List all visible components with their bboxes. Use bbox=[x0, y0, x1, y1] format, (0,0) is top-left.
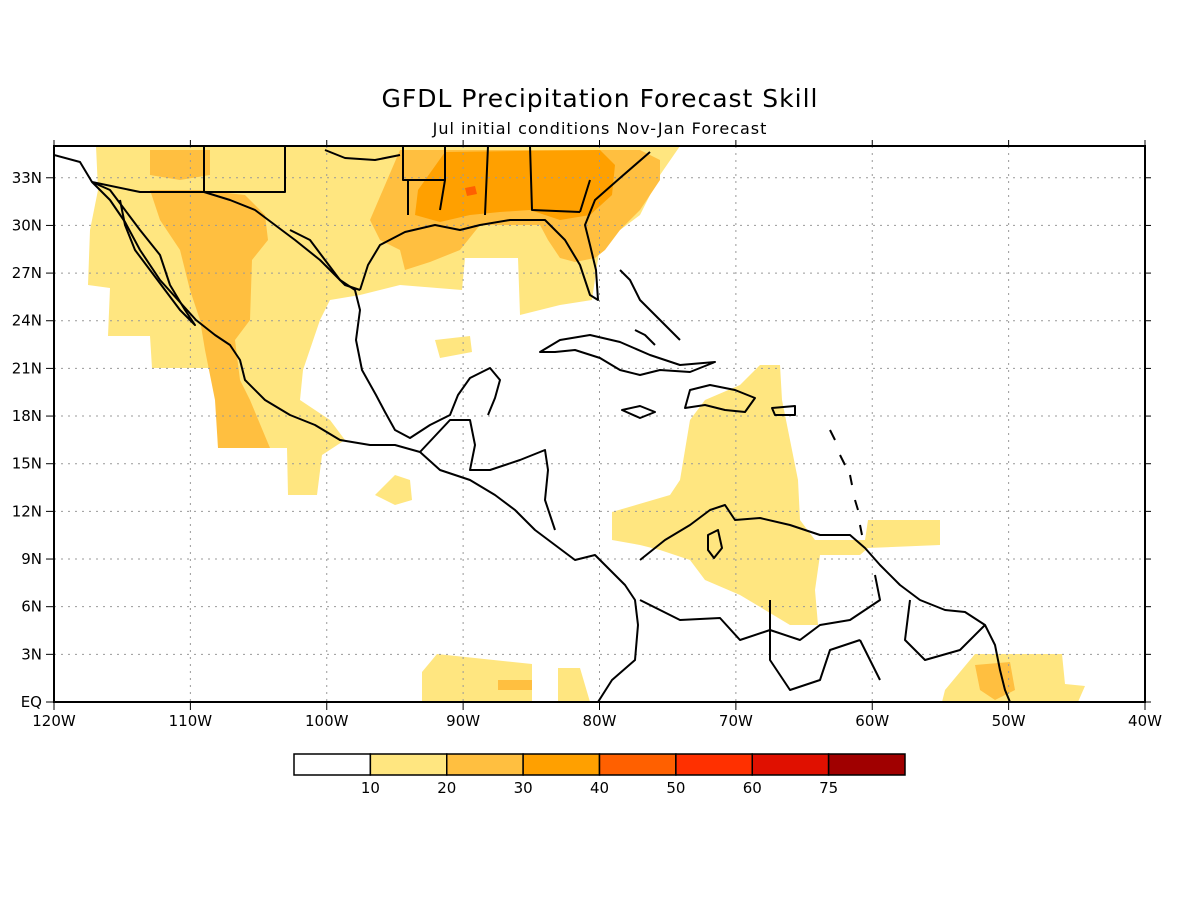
lat-label: 3N bbox=[21, 645, 42, 663]
lat-label: 15N bbox=[12, 455, 42, 473]
lon-label: 120W bbox=[32, 712, 76, 730]
coastline-south-america bbox=[639, 504, 1011, 702]
border-south-america bbox=[639, 574, 986, 691]
skill-region-colombia-pacific bbox=[558, 668, 590, 702]
skill-region-texas bbox=[150, 150, 210, 180]
coastline-jamaica bbox=[621, 405, 656, 419]
skill-region-guiana-coast bbox=[942, 654, 1085, 702]
skill-region-pacific-patch bbox=[498, 680, 532, 690]
lon-label: 90W bbox=[446, 712, 480, 730]
colorbar-swatch bbox=[446, 753, 524, 776]
skill-region-southeast-peak bbox=[465, 186, 477, 196]
lon-label: 70W bbox=[719, 712, 753, 730]
colorbar-label: 20 bbox=[437, 779, 456, 797]
lat-label: 6N bbox=[21, 598, 42, 616]
map-subtitle: Jul initial conditions Nov-Jan Forecast bbox=[432, 119, 768, 138]
colorbar-swatch bbox=[522, 753, 601, 776]
colorbar-label: 75 bbox=[819, 779, 838, 797]
skill-region-yucatan-north bbox=[435, 336, 472, 358]
coastline-puerto-rico bbox=[771, 405, 796, 416]
map-grid bbox=[54, 146, 1145, 702]
lon-label: 40W bbox=[1128, 712, 1162, 730]
lon-label: 60W bbox=[855, 712, 889, 730]
colorbar: 10 20 30 40 50 60 75 bbox=[293, 753, 906, 797]
skill-region-sierra-madre bbox=[150, 190, 270, 448]
coastline-baja bbox=[91, 181, 196, 326]
lat-label: 33N bbox=[12, 169, 42, 187]
lat-label: 27N bbox=[12, 264, 42, 282]
lon-label: 50W bbox=[992, 712, 1026, 730]
skill-region-caribbean bbox=[612, 365, 940, 625]
colorbar-swatch bbox=[675, 753, 753, 776]
border-central-america bbox=[419, 419, 556, 531]
border-us-mexico bbox=[91, 181, 361, 291]
colorbar-swatch bbox=[827, 753, 906, 776]
colorbar-label: 10 bbox=[361, 779, 380, 797]
lon-label: 80W bbox=[583, 712, 617, 730]
lat-label: 18N bbox=[12, 407, 42, 425]
lon-label: 110W bbox=[169, 712, 213, 730]
colorbar-label: 60 bbox=[743, 779, 762, 797]
colorbar-label: 50 bbox=[666, 779, 685, 797]
colorbar-swatch bbox=[369, 753, 448, 776]
skill-region-pacific-south bbox=[422, 654, 532, 702]
skill-shading bbox=[88, 146, 1085, 702]
coastlines bbox=[54, 146, 1011, 702]
coastline-lesser-antilles bbox=[829, 429, 863, 536]
coastline-hispaniola bbox=[684, 384, 756, 413]
lat-label: 21N bbox=[12, 359, 42, 377]
colorbar-swatch bbox=[293, 753, 372, 776]
longitude-labels: 120W 110W 100W 90W 80W 70W 60W 50W 40W bbox=[32, 712, 1162, 730]
skill-region-gulf-honduras bbox=[375, 475, 412, 505]
colorbar-swatch bbox=[751, 753, 830, 776]
lat-label: 12N bbox=[12, 502, 42, 520]
latitude-labels: EQ 3N 6N 9N 12N 15N 18N 21N 24N 27N 30N 33N bbox=[12, 169, 42, 711]
lat-label: 9N bbox=[21, 550, 42, 568]
coastline-pacific bbox=[54, 154, 639, 702]
colorbar-swatch bbox=[598, 753, 677, 776]
coastline-cuba bbox=[539, 334, 716, 376]
coastline-us bbox=[324, 149, 651, 301]
map-title: GFDL Precipitation Forecast Skill bbox=[381, 84, 819, 113]
lon-label: 100W bbox=[305, 712, 349, 730]
lat-label: 24N bbox=[12, 312, 42, 330]
lat-label: 30N bbox=[12, 216, 42, 234]
coastline-bahamas bbox=[619, 269, 681, 346]
skill-region-southeast-core bbox=[415, 150, 615, 222]
colorbar-label: 40 bbox=[590, 779, 609, 797]
colorbar-label: 30 bbox=[514, 779, 533, 797]
border-us-states bbox=[203, 146, 591, 216]
coastline-maracaibo bbox=[707, 529, 723, 559]
lat-label: EQ bbox=[21, 693, 42, 711]
